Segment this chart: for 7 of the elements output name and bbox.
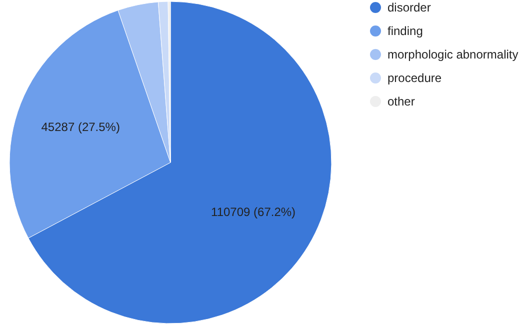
legend-label: procedure (388, 71, 442, 85)
legend-label: finding (388, 24, 423, 38)
data-label: 110709 (67.2%) (211, 205, 296, 220)
legend-label: disorder (388, 0, 431, 14)
data-label: 45287 (27.5%) (41, 120, 120, 134)
legend-label: morphologic abnormality (388, 48, 518, 62)
legend-label: other (388, 94, 415, 108)
